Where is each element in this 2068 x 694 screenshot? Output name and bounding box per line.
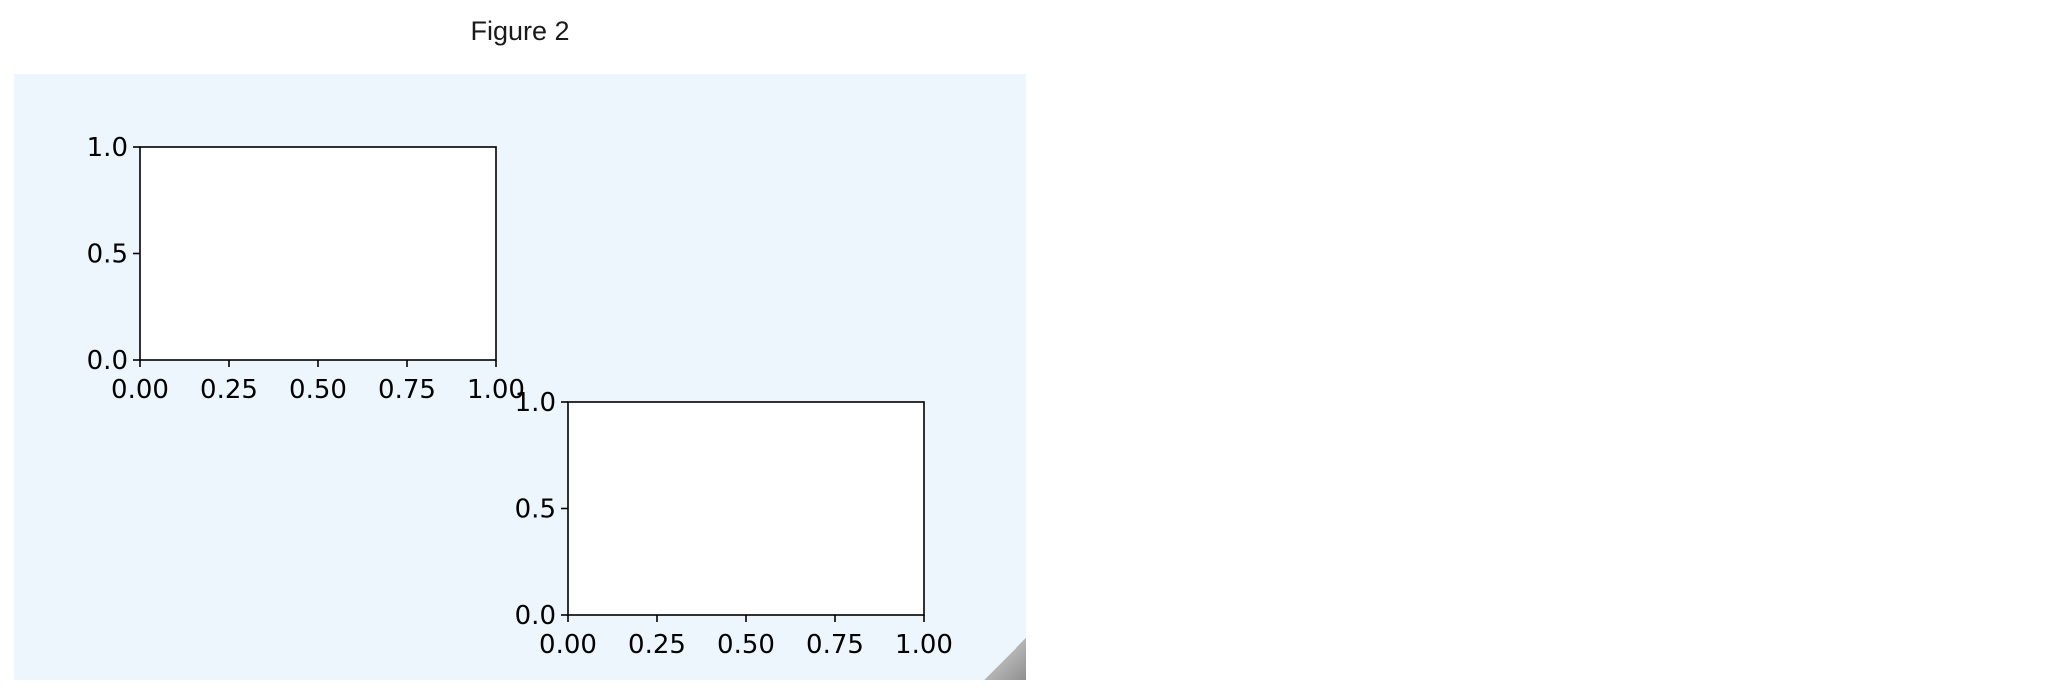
axes-frame bbox=[139, 146, 497, 361]
axes-frame bbox=[567, 401, 925, 616]
x-tick-label: 0.50 bbox=[289, 375, 347, 405]
axes-1: 0.00 0.25 0.50 0.75 1.00 0.0 0.5 1.0 bbox=[87, 133, 525, 405]
window-title: Figure 2 bbox=[470, 16, 570, 46]
y-tick-label: 1.0 bbox=[515, 388, 556, 418]
x-tick-label: 0.50 bbox=[717, 630, 775, 660]
x-tick-label: 0.25 bbox=[628, 630, 686, 660]
x-tick-label: 0.25 bbox=[200, 375, 258, 405]
y-tick-label: 0.0 bbox=[87, 346, 128, 376]
x-tick-label: 1.00 bbox=[467, 375, 525, 405]
y-tick-label: 0.5 bbox=[87, 240, 128, 270]
figure-canvas[interactable]: 0.00 0.25 0.50 0.75 1.00 0.0 0.5 1.0 0.00 0.25 0.5… bbox=[14, 74, 1026, 680]
resize-grip-icon[interactable] bbox=[984, 638, 1026, 680]
x-tick-label: 0.75 bbox=[806, 630, 864, 660]
y-tick-label: 1.0 bbox=[87, 133, 128, 163]
x-tick-label: 1.00 bbox=[895, 630, 953, 660]
y-tick-label: 0.5 bbox=[515, 495, 556, 525]
y-tick-label: 0.0 bbox=[515, 601, 556, 631]
axes-2: 0.00 0.25 0.50 0.75 1.00 0.0 0.5 1.0 bbox=[515, 388, 953, 660]
x-tick-label: 0.00 bbox=[539, 630, 597, 660]
x-tick-label: 0.00 bbox=[111, 375, 169, 405]
x-tick-label: 0.75 bbox=[378, 375, 436, 405]
chart-svg: 0.00 0.25 0.50 0.75 1.00 0.0 0.5 1.0 0.00 0.25 0.5… bbox=[87, 133, 953, 660]
